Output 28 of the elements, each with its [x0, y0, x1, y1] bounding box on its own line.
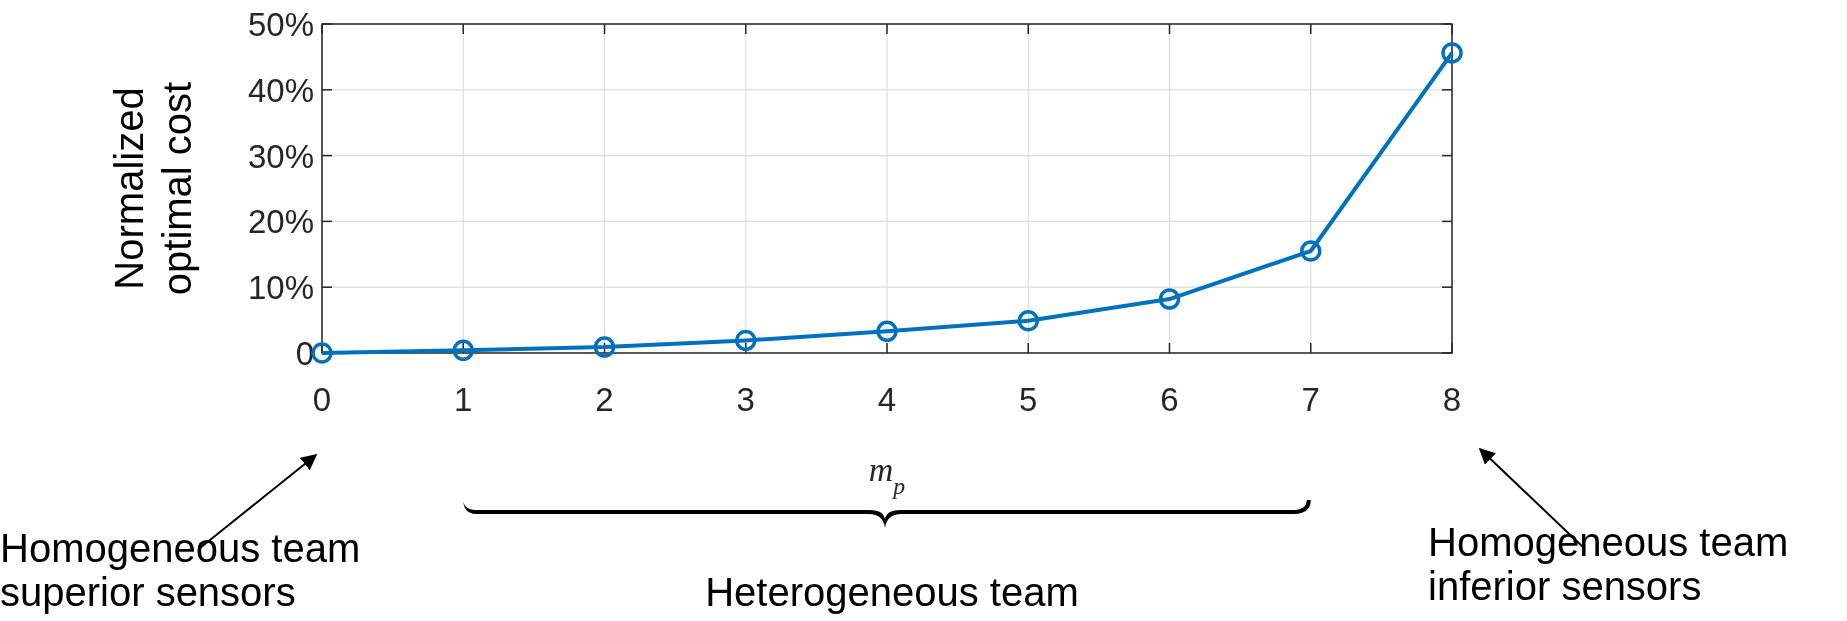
y-tick-label: 20% [247, 203, 314, 241]
x-tick-label: 3 [736, 381, 755, 418]
point [876, 320, 898, 343]
x-axis-title: m$_{p}$ [868, 451, 906, 499]
x-tick-label: 4 [877, 381, 897, 418]
point [1300, 240, 1322, 262]
point [593, 336, 616, 358]
text: Heterogeneous team [705, 570, 1079, 614]
point [452, 339, 474, 362]
point [1158, 288, 1181, 310]
x-tick-label: 5 [1019, 381, 1038, 418]
x-tick-label: 1 [454, 381, 473, 418]
point [1441, 42, 1463, 64]
point [735, 329, 757, 352]
point [311, 342, 333, 364]
point [1017, 310, 1039, 332]
y-tick-label: 0 [295, 335, 314, 372]
x-tick-label: 8 [1442, 381, 1462, 418]
y-tick-label: 30% [247, 137, 314, 175]
y-tick-label: 10% [247, 269, 314, 307]
y-axis-title: Normalized optimal cost [107, 81, 199, 296]
y-tick-label: 40% [247, 71, 314, 109]
x-tick-label: 6 [1160, 381, 1179, 418]
y-tick-label: 50% [247, 6, 314, 43]
text: Homogeneous team inferior sensors [1428, 520, 1789, 608]
x-tick-label: 2 [595, 381, 614, 418]
x-tick-label: 7 [1301, 381, 1320, 418]
text: Homogeneous team superior sensors [0, 526, 361, 614]
